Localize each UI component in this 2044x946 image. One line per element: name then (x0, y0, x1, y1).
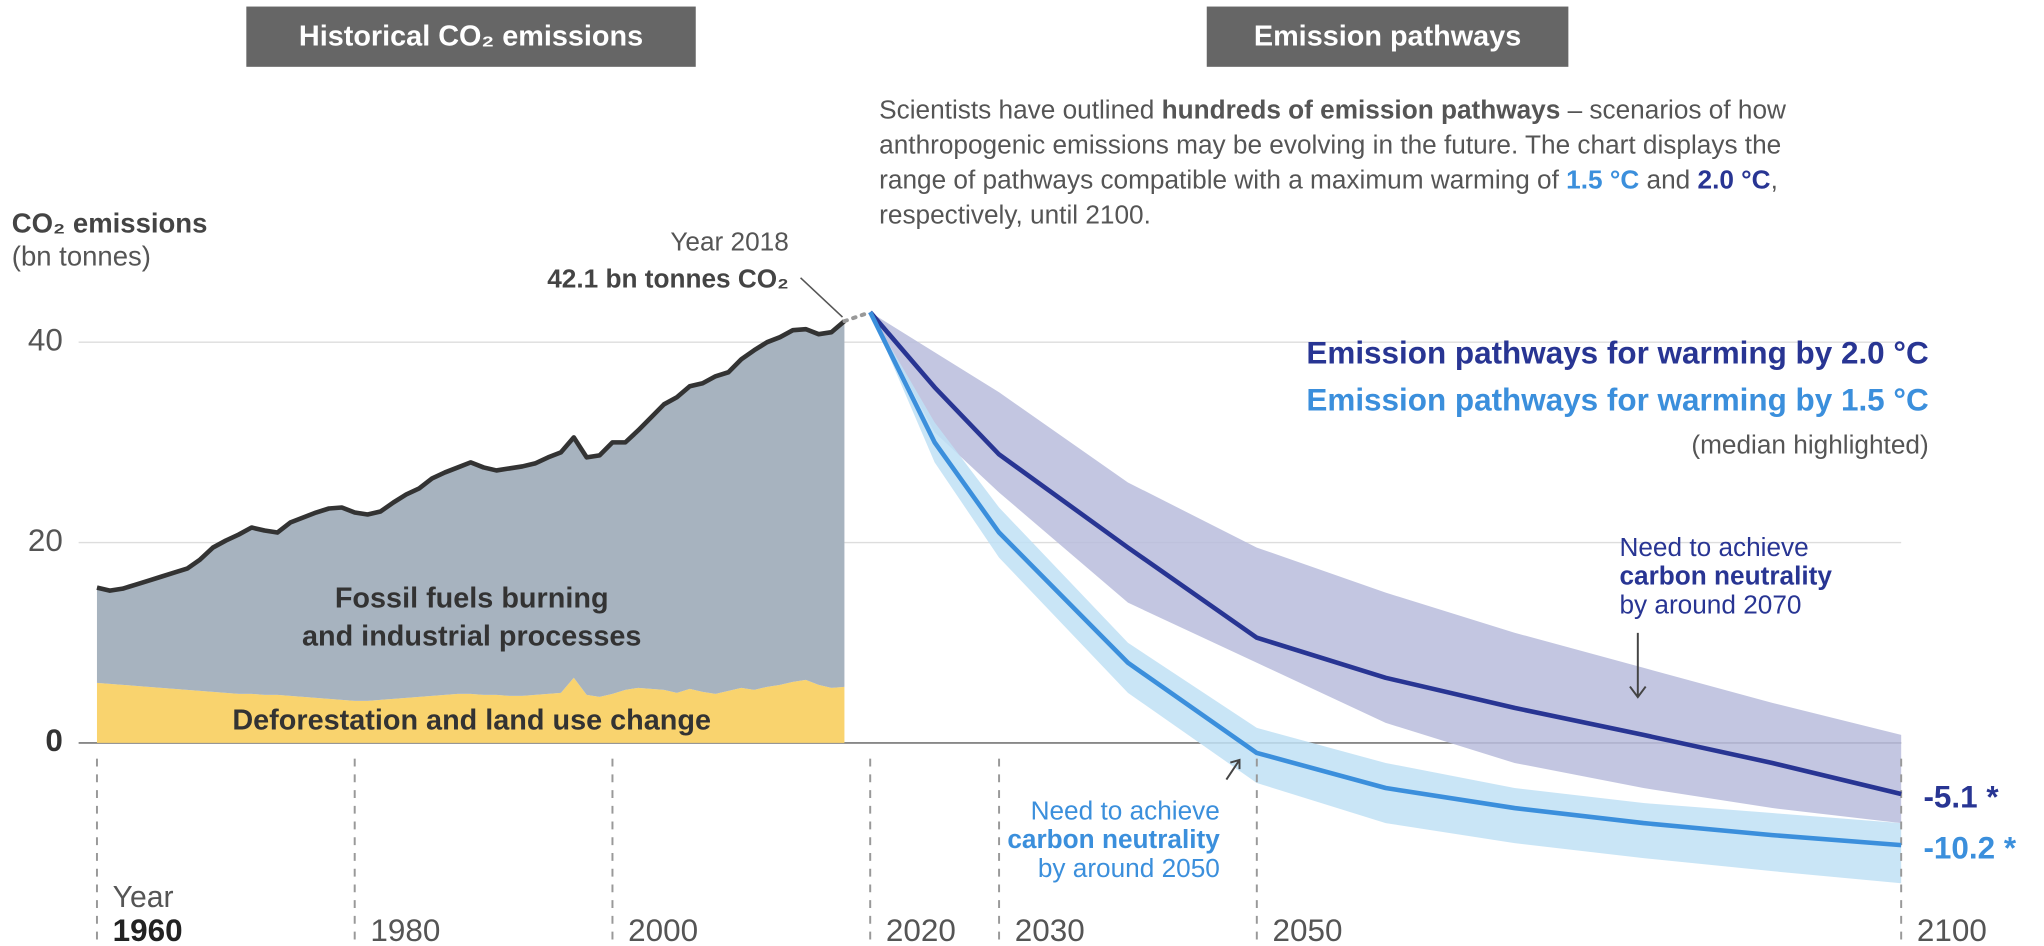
panel-header (1206, 6, 1569, 67)
y-tick-label: 40 (28, 323, 63, 358)
panel-title: Historical CO₂ emissions (299, 21, 643, 53)
x-tick-label: 2000 (628, 913, 698, 946)
area-label: Fossil fuels burning (335, 583, 609, 615)
annotation: carbon neutrality (1007, 824, 1220, 854)
legend-note: (median highlighted) (1691, 430, 1928, 460)
paragraph-part: respectively, until 2100. (879, 199, 1151, 229)
paragraph-part: hundreds of emission pathways (1162, 94, 1561, 124)
paragraph-line: range of pathways compatible with a maxi… (879, 164, 1778, 194)
annotation: 42.1 bn tonnes CO₂ (547, 263, 789, 293)
annotation: carbon neutrality (1619, 561, 1832, 591)
pathway-band (870, 312, 1902, 884)
legend-entry: Emission pathways for warming by 1.5 °C (1306, 383, 1928, 418)
y-tick-label: 0 (45, 723, 62, 758)
annotation: by around 2050 (1038, 853, 1220, 883)
leader-line (800, 277, 844, 318)
area (96, 321, 845, 701)
pathway-median (868, 311, 1902, 848)
x-tick-label: 2020 (886, 913, 956, 946)
x-tick-label: 2030 (1015, 913, 1085, 946)
legend-entry: Emission pathways for warming by 2.0 °C (1306, 335, 1928, 370)
paragraph-part: and (1639, 164, 1697, 194)
area-label: Deforestation and land use change (232, 705, 711, 737)
x-tick-label: 1980 (370, 913, 440, 946)
arrow (1629, 632, 1647, 699)
area (96, 677, 845, 743)
y-axis-label: (bn tonnes) (12, 240, 151, 271)
annotation: Need to achieve (1619, 532, 1808, 562)
annotation: Need to achieve (1031, 795, 1220, 825)
x-tick-label: 2050 (1273, 913, 1343, 946)
x-axis-label: Year (113, 881, 174, 914)
paragraph-line: Scientists have outlined hundreds of emi… (879, 94, 1786, 124)
paragraph-line: anthropogenic emissions may be evolving … (879, 129, 1781, 159)
y-tick-label: 20 (28, 523, 63, 558)
pathway-median (868, 310, 1902, 797)
x-tick-label: 1960 (113, 913, 183, 946)
y-axis-label: CO₂ emissions (12, 208, 208, 239)
value-label: -10.2 * (1923, 831, 2016, 866)
connector (842, 310, 873, 324)
paragraph-part: range of pathways compatible with a maxi… (879, 164, 1566, 194)
area-outline (96, 319, 846, 593)
x-tick-label: 2100 (1917, 913, 1987, 946)
value-label: -5.1 * (1923, 780, 1999, 815)
paragraph-part: anthropogenic emissions may be evolving … (879, 129, 1781, 159)
arrow (1225, 758, 1241, 781)
paragraph-line: respectively, until 2100. (879, 199, 1151, 229)
paragraph-part: – scenarios of how (1560, 94, 1786, 124)
paragraph-part: 2.0 °C (1698, 164, 1771, 194)
panel-title: Emission pathways (1254, 21, 1521, 53)
paragraph-part: Scientists have outlined (879, 94, 1161, 124)
paragraph-part: , (1771, 164, 1778, 194)
annotation: Year 2018 (670, 227, 788, 257)
area-label: and industrial processes (302, 621, 641, 653)
panel-header (246, 6, 696, 67)
paragraph-part: 1.5 °C (1566, 164, 1639, 194)
pathway-band (870, 312, 1902, 824)
annotation: by around 2070 (1619, 590, 1801, 620)
